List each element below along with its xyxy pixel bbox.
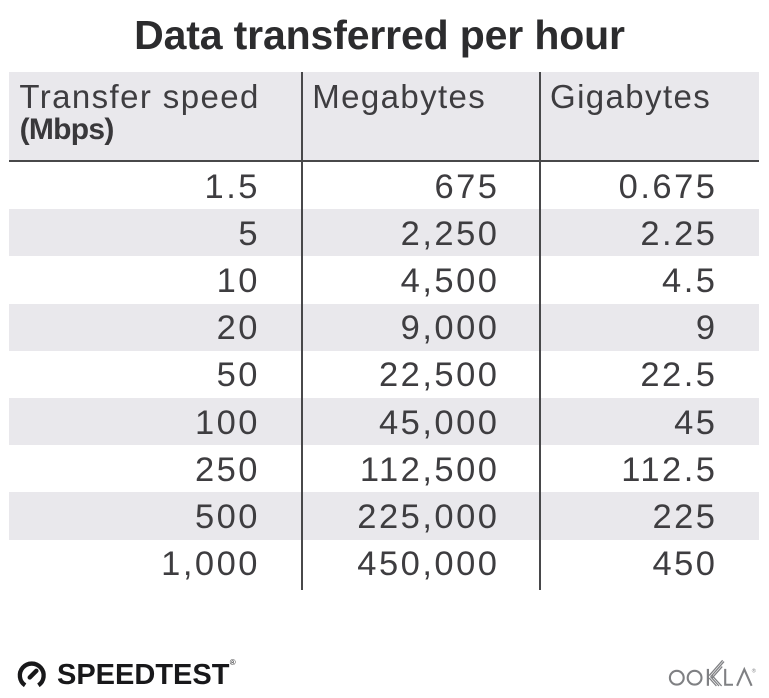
svg-text:®: ®: [752, 668, 756, 675]
